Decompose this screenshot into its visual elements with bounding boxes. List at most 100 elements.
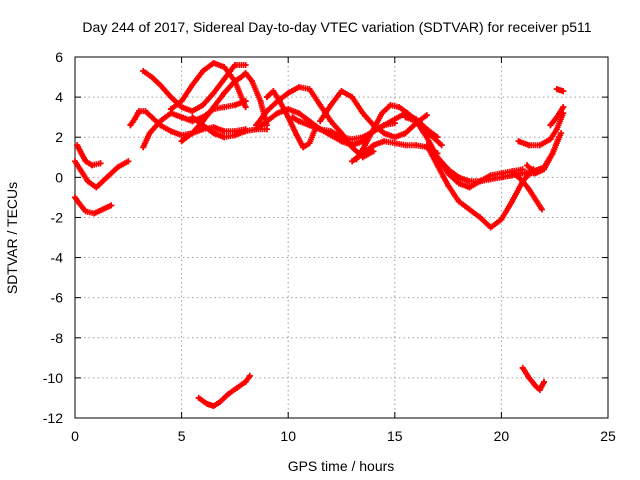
data-point bbox=[199, 102, 206, 109]
data-point bbox=[72, 194, 78, 201]
y-tick-label: -12 bbox=[43, 410, 63, 426]
series-arc-low-morning bbox=[195, 372, 253, 409]
data-point bbox=[167, 128, 174, 135]
x-tick-label: 15 bbox=[387, 428, 403, 444]
x-tick-label: 0 bbox=[71, 428, 79, 444]
data-point bbox=[423, 142, 430, 149]
data-point bbox=[221, 90, 228, 97]
data-point bbox=[560, 104, 567, 111]
y-tick-label: 4 bbox=[55, 89, 63, 105]
y-tick-label: -2 bbox=[51, 209, 64, 225]
data-point bbox=[210, 90, 217, 97]
data-point bbox=[317, 118, 324, 125]
data-point bbox=[430, 134, 437, 141]
data-point bbox=[199, 68, 206, 74]
data-point bbox=[189, 82, 196, 89]
data-point bbox=[295, 110, 302, 117]
data-point bbox=[477, 214, 484, 221]
data-point bbox=[423, 134, 430, 141]
x-tick-label: 20 bbox=[494, 428, 510, 444]
data-point bbox=[231, 102, 238, 109]
data-point bbox=[104, 174, 110, 181]
data-point bbox=[556, 134, 562, 141]
data-point bbox=[217, 399, 223, 405]
series-arc-early-low bbox=[72, 158, 132, 191]
data-point bbox=[370, 148, 377, 155]
data-point bbox=[263, 126, 270, 133]
data-point bbox=[487, 224, 494, 231]
data-point bbox=[276, 98, 283, 105]
data-point bbox=[338, 134, 345, 141]
data-point bbox=[140, 68, 147, 74]
series-marks bbox=[140, 98, 249, 151]
data-point bbox=[370, 142, 377, 149]
series-arc-early-dip bbox=[72, 194, 115, 217]
data-point bbox=[526, 374, 533, 381]
data-point bbox=[455, 198, 462, 205]
data-point bbox=[242, 378, 249, 385]
data-point bbox=[249, 78, 255, 85]
data-point bbox=[434, 154, 441, 161]
data-point bbox=[78, 168, 85, 175]
data-point bbox=[524, 162, 530, 169]
data-point bbox=[445, 182, 452, 189]
data-point bbox=[391, 116, 398, 123]
y-tick-label: -10 bbox=[43, 370, 63, 386]
data-point bbox=[381, 130, 388, 137]
data-point bbox=[136, 108, 142, 115]
data-point bbox=[317, 126, 324, 133]
data-point bbox=[142, 108, 149, 115]
series-marks bbox=[553, 86, 567, 95]
data-point bbox=[242, 128, 249, 135]
data-point bbox=[402, 114, 409, 121]
data-point bbox=[210, 130, 217, 137]
data-point bbox=[526, 142, 533, 149]
data-point bbox=[519, 364, 526, 371]
data-point bbox=[97, 160, 104, 167]
data-point bbox=[76, 200, 83, 207]
data-point bbox=[541, 378, 547, 385]
data-point bbox=[547, 136, 554, 143]
data-point bbox=[257, 98, 264, 105]
data-point bbox=[541, 166, 547, 173]
y-tick-label: 2 bbox=[55, 129, 63, 145]
data-point bbox=[231, 78, 238, 85]
data-point bbox=[189, 114, 196, 121]
data-point bbox=[91, 210, 98, 217]
data-point bbox=[157, 118, 164, 125]
data-point bbox=[263, 94, 270, 101]
data-point bbox=[221, 128, 228, 135]
data-point bbox=[549, 150, 556, 157]
data-point bbox=[519, 178, 526, 185]
data-point bbox=[413, 118, 420, 125]
data-point bbox=[295, 118, 302, 125]
data-point bbox=[221, 76, 228, 83]
data-point bbox=[167, 94, 174, 101]
data-point bbox=[263, 118, 270, 125]
data-point bbox=[547, 122, 554, 129]
data-point bbox=[242, 62, 249, 68]
data-point bbox=[199, 122, 206, 129]
data-point bbox=[413, 142, 420, 149]
series-arc-low-evening bbox=[519, 364, 547, 393]
data-point bbox=[532, 170, 539, 177]
series-arc-early-high bbox=[74, 142, 104, 169]
data-point bbox=[538, 206, 545, 213]
data-point bbox=[526, 186, 533, 193]
data-point bbox=[189, 108, 196, 115]
data-point bbox=[349, 94, 356, 101]
data-point bbox=[210, 124, 217, 131]
data-point bbox=[178, 132, 185, 139]
y-tick-label: -4 bbox=[51, 250, 64, 266]
x-tick-label: 10 bbox=[280, 428, 296, 444]
data-point bbox=[178, 114, 185, 121]
data-point bbox=[455, 180, 462, 187]
data-point bbox=[238, 74, 245, 81]
series-marks bbox=[519, 364, 547, 393]
series-arc-evening-2 bbox=[515, 110, 567, 149]
data-point bbox=[221, 104, 228, 111]
data-point bbox=[381, 138, 388, 145]
series-arc-evening-5 bbox=[553, 86, 567, 95]
